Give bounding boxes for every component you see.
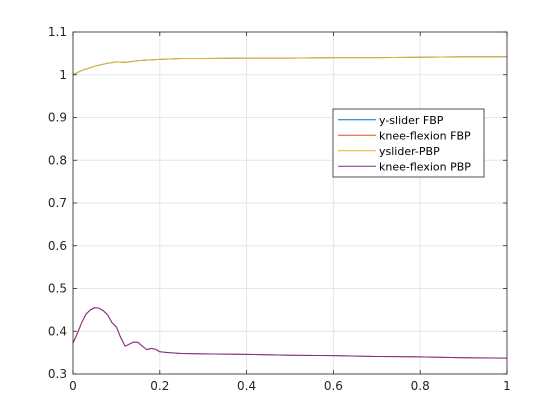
series-line-2: [72, 56, 507, 76]
tick-labels: 0 0.2 0.4 0.6 0.8 1 0.3 0.4 0.5 0.6 0.7 0.8 0.9 1 1.1: [48, 25, 511, 393]
y-tick-label: 0.7: [48, 196, 67, 210]
y-tick-label: 0.9: [48, 111, 67, 125]
legend-label-0: y-slider FBP: [379, 114, 444, 127]
x-tick-label: 0.4: [237, 379, 256, 393]
y-tick-label: 0.4: [48, 324, 67, 338]
y-tick-label: 0.6: [48, 239, 67, 253]
series-layer: [72, 56, 508, 359]
y-tick-label: 1: [59, 68, 67, 82]
y-tick-label: 0.3: [48, 367, 67, 381]
x-tick-label: 0.2: [150, 379, 169, 393]
y-tick-label: 1.1: [48, 25, 67, 39]
legend-label-1: knee-flexion FBP: [379, 129, 471, 142]
y-tick-label: 0.5: [48, 282, 67, 296]
series-line-3: [72, 307, 508, 359]
x-tick-label: 0: [69, 379, 77, 393]
x-tick-label: 1: [503, 379, 511, 393]
x-tick-label: 0.8: [411, 379, 430, 393]
tick-marks: [72, 31, 508, 375]
legend-box: [332, 108, 485, 178]
y-tick-label: 0.8: [48, 153, 67, 167]
legend: y-slider FBP knee-flexion FBP yslider-PBP k…: [332, 108, 485, 178]
legend-label-3: knee-flexion PBP: [379, 160, 471, 173]
x-tick-label: 0.6: [324, 379, 343, 393]
legend-label-2: yslider-PBP: [379, 145, 440, 158]
